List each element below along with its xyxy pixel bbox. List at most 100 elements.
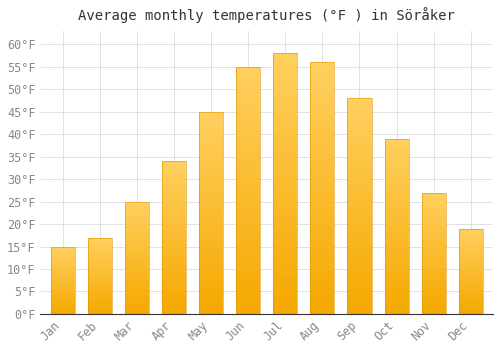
Bar: [162, 190, 186, 192]
Bar: [458, 302, 483, 303]
Bar: [199, 259, 223, 261]
Bar: [422, 202, 446, 204]
Bar: [422, 276, 446, 278]
Bar: [384, 302, 408, 303]
Bar: [348, 292, 372, 294]
Bar: [310, 286, 334, 289]
Bar: [458, 237, 483, 238]
Bar: [458, 272, 483, 273]
Bar: [310, 125, 334, 128]
Bar: [422, 274, 446, 275]
Bar: [88, 300, 112, 301]
Bar: [162, 270, 186, 271]
Bar: [273, 69, 297, 72]
Bar: [199, 253, 223, 255]
Bar: [124, 270, 149, 271]
Bar: [236, 92, 260, 94]
Bar: [348, 189, 372, 191]
Bar: [88, 259, 112, 260]
Bar: [422, 239, 446, 240]
Bar: [422, 207, 446, 208]
Bar: [50, 258, 74, 259]
Bar: [124, 258, 149, 259]
Bar: [422, 252, 446, 253]
Bar: [310, 253, 334, 256]
Bar: [88, 253, 112, 254]
Bar: [162, 239, 186, 240]
Bar: [273, 77, 297, 79]
Bar: [384, 284, 408, 286]
Bar: [88, 261, 112, 262]
Bar: [348, 215, 372, 217]
Bar: [273, 54, 297, 314]
Bar: [236, 252, 260, 254]
Bar: [273, 267, 297, 270]
Bar: [273, 160, 297, 163]
Bar: [199, 290, 223, 292]
Bar: [236, 265, 260, 267]
Bar: [422, 195, 446, 196]
Bar: [50, 246, 74, 314]
Bar: [384, 300, 408, 302]
Bar: [458, 270, 483, 271]
Bar: [124, 242, 149, 243]
Bar: [458, 251, 483, 252]
Bar: [199, 142, 223, 144]
Bar: [384, 242, 408, 244]
Bar: [236, 242, 260, 245]
Bar: [422, 299, 446, 301]
Bar: [384, 247, 408, 249]
Bar: [162, 260, 186, 262]
Bar: [458, 240, 483, 241]
Bar: [458, 280, 483, 281]
Bar: [162, 285, 186, 286]
Bar: [199, 154, 223, 156]
Bar: [384, 296, 408, 298]
Bar: [422, 204, 446, 205]
Bar: [458, 229, 483, 314]
Bar: [458, 265, 483, 266]
Bar: [310, 68, 334, 70]
Bar: [458, 288, 483, 289]
Bar: [199, 281, 223, 284]
Bar: [310, 153, 334, 155]
Bar: [162, 233, 186, 235]
Bar: [310, 150, 334, 153]
Bar: [199, 229, 223, 231]
Bar: [124, 217, 149, 218]
Bar: [310, 294, 334, 296]
Bar: [199, 168, 223, 170]
Bar: [162, 276, 186, 277]
Bar: [384, 160, 408, 162]
Bar: [162, 231, 186, 233]
Bar: [422, 244, 446, 245]
Bar: [236, 228, 260, 230]
Bar: [124, 271, 149, 272]
Bar: [348, 299, 372, 301]
Bar: [199, 191, 223, 192]
Bar: [199, 152, 223, 154]
Bar: [348, 156, 372, 159]
Bar: [236, 94, 260, 97]
Bar: [384, 174, 408, 176]
Bar: [88, 310, 112, 311]
Bar: [199, 280, 223, 281]
Bar: [124, 293, 149, 294]
Bar: [422, 216, 446, 217]
Bar: [124, 308, 149, 309]
Bar: [422, 253, 446, 254]
Bar: [273, 241, 297, 244]
Bar: [310, 238, 334, 241]
Bar: [273, 150, 297, 152]
Bar: [88, 263, 112, 264]
Bar: [50, 253, 74, 254]
Bar: [458, 234, 483, 236]
Bar: [124, 235, 149, 237]
Bar: [422, 313, 446, 314]
Bar: [162, 198, 186, 199]
Bar: [162, 176, 186, 178]
Bar: [310, 138, 334, 140]
Bar: [310, 168, 334, 170]
Bar: [348, 253, 372, 256]
Bar: [458, 293, 483, 294]
